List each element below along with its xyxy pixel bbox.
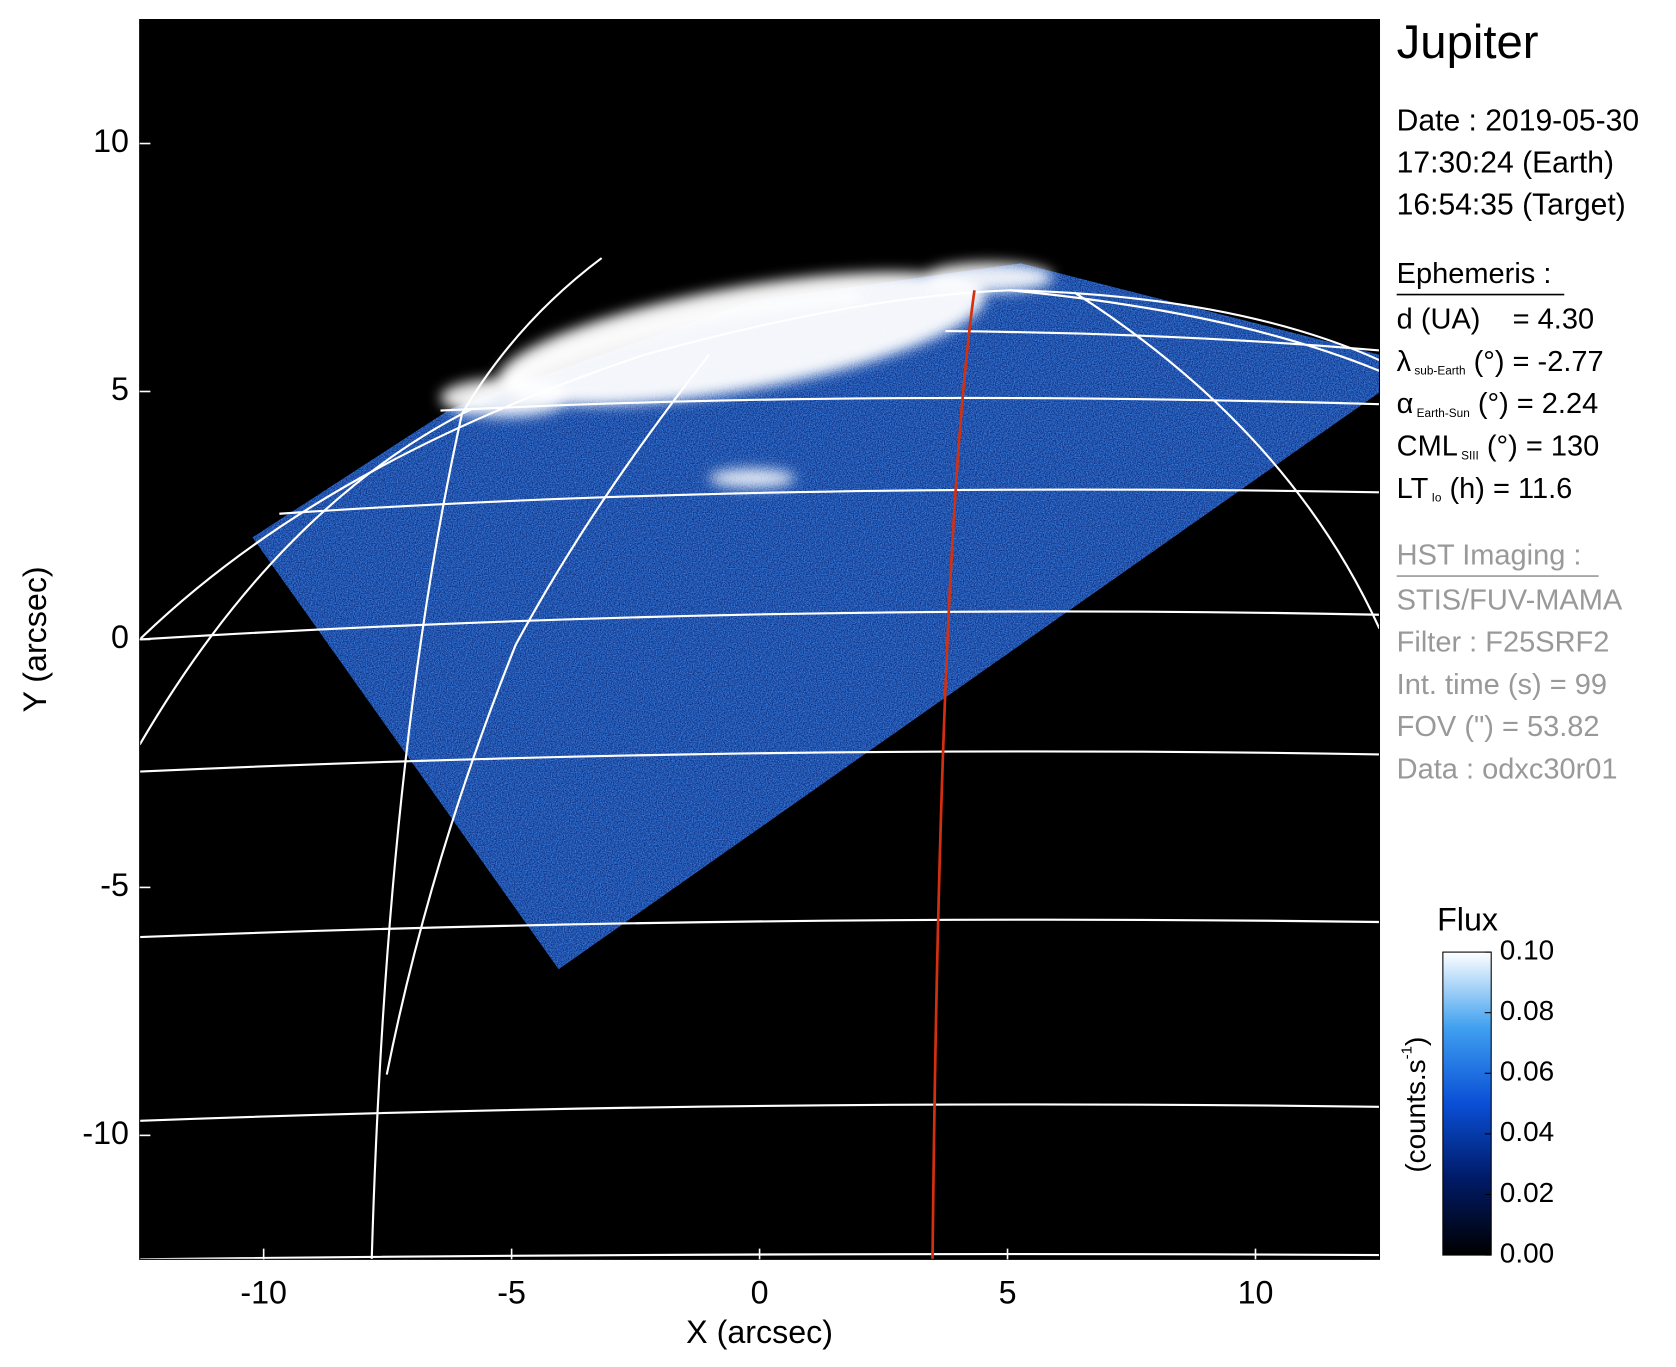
- y-tick-label: -5: [100, 867, 129, 903]
- imaging-line: Filter : F25SRF2: [1397, 627, 1610, 659]
- colorbar-title: Flux: [1437, 902, 1498, 938]
- ephemeris-line: CML SIII (°) = 130: [1397, 430, 1600, 462]
- ephemeris-main: LT: [1397, 473, 1429, 505]
- image-layer: [139, 257, 1380, 1260]
- x-tick-label: 10: [1238, 1274, 1274, 1310]
- ephemeris-rest: (h) = 11.6: [1441, 473, 1572, 505]
- date-line: 17:30:24 (Earth): [1397, 147, 1614, 180]
- imaging-line: FOV (") = 53.82: [1397, 711, 1600, 743]
- imaging-title: HST Imaging :: [1397, 539, 1582, 571]
- ephemeris-line: λ sub-Earth (°) = -2.77: [1397, 345, 1604, 377]
- ephemeris-main: α: [1397, 388, 1414, 420]
- meridian-line: [931, 290, 976, 1260]
- ephemeris-line: α Earth-Sun (°) = 2.24: [1397, 388, 1599, 420]
- y-tick-label: 0: [111, 619, 129, 655]
- date-line: 16:54:35 (Target): [1397, 188, 1626, 221]
- ephemeris-line: d (UA) = 4.30: [1397, 303, 1594, 335]
- colorbar-tick-label: 0.04: [1500, 1116, 1554, 1147]
- ephemeris-line: LT Io (h) = 11.6: [1397, 473, 1573, 505]
- colorbar-tick-label: 0.06: [1500, 1056, 1554, 1087]
- ephemeris-main: λ: [1397, 345, 1412, 377]
- ephemeris-sub: Earth-Sun: [1417, 406, 1470, 420]
- ephemeris-sub: Io: [1432, 491, 1442, 505]
- imaging-line: STIS/FUV-MAMA: [1397, 585, 1623, 617]
- colorbar-label-text: (counts.s: [1401, 1059, 1432, 1172]
- imaging-line: Data : odxc30r01: [1397, 753, 1618, 785]
- colorbar-tick-label: 0.08: [1500, 995, 1554, 1026]
- ephemeris-rest: (°) = -2.77: [1466, 345, 1604, 377]
- x-axis-label: X (arcsec): [686, 1314, 833, 1350]
- x-tick-label: -10: [240, 1274, 287, 1310]
- x-tick-label: 0: [751, 1274, 769, 1310]
- ephemeris-title: Ephemeris :: [1397, 258, 1552, 290]
- y-tick-label: 5: [111, 371, 129, 407]
- colorbar: [1442, 951, 1492, 1256]
- colorbar-tick-label: 0.02: [1500, 1177, 1554, 1208]
- title: Jupiter: [1397, 16, 1539, 69]
- colorbar-tick-label: 0.10: [1500, 934, 1554, 965]
- ephemeris-rest: (°) = 130: [1479, 430, 1599, 462]
- y-axis-label: Y (arcsec): [17, 566, 53, 712]
- colorbar-label-sup: -1: [1398, 1046, 1415, 1059]
- ephemeris-sub: SIII: [1461, 448, 1479, 462]
- colorbar-label-end: ): [1401, 1037, 1432, 1046]
- planet-grid: [139, 257, 1380, 1260]
- x-tick-label: 5: [999, 1274, 1017, 1310]
- y-tick-label: -10: [82, 1115, 129, 1151]
- x-tick-label: -5: [497, 1274, 526, 1310]
- detector-noise: [252, 263, 1380, 970]
- ephemeris-rest: (°) = 2.24: [1470, 388, 1598, 420]
- ephemeris-main: d (UA) = 4.30: [1397, 303, 1594, 335]
- ephemeris-sub: sub-Earth: [1414, 364, 1465, 378]
- imaging-line: Int. time (s) = 99: [1397, 669, 1607, 701]
- colorbar-label: (counts.s-1): [1398, 1037, 1431, 1173]
- date-line: Date : 2019-05-30: [1397, 105, 1639, 138]
- y-tick-label: 10: [93, 123, 129, 159]
- ephemeris-main: CML: [1397, 430, 1458, 462]
- colorbar-tick-label: 0.00: [1500, 1237, 1554, 1268]
